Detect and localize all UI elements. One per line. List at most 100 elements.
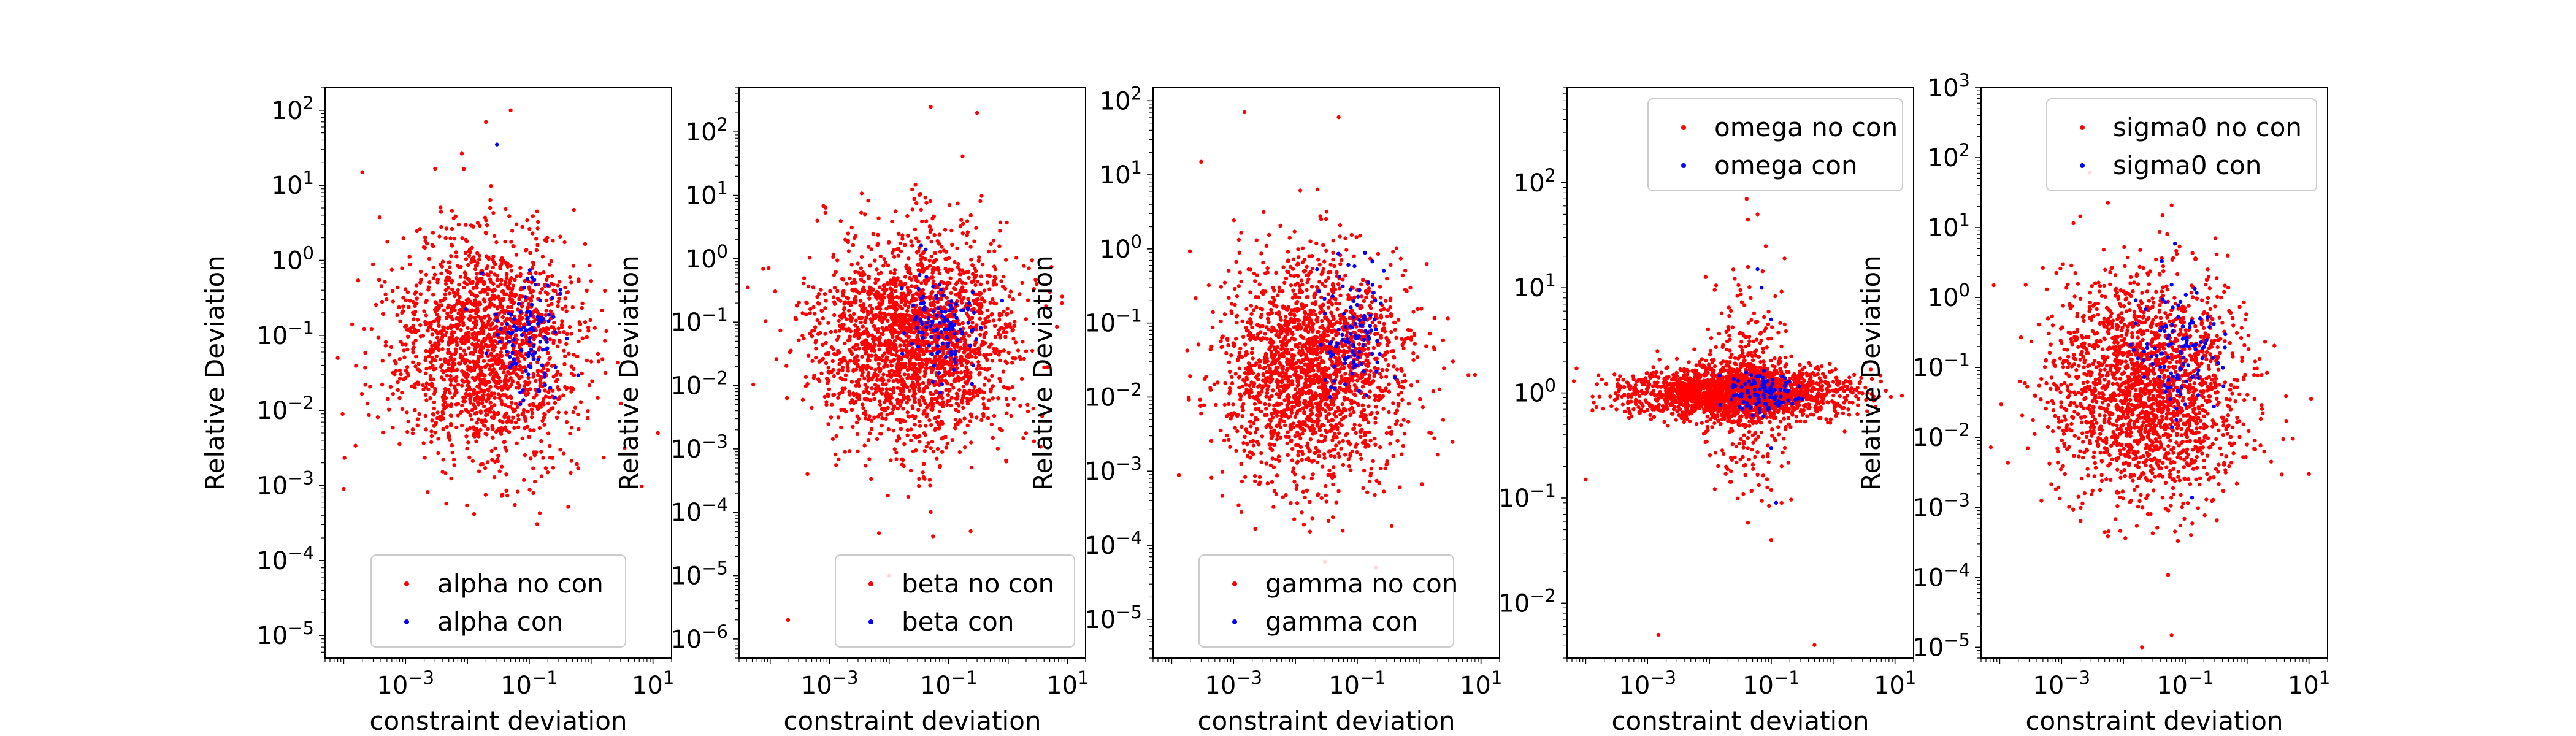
data-point xyxy=(855,432,860,436)
data-point xyxy=(503,413,507,417)
data-point xyxy=(491,258,495,262)
data-point xyxy=(363,383,367,387)
data-point xyxy=(910,284,914,288)
data-point xyxy=(954,407,958,412)
data-point xyxy=(493,403,497,407)
data-point xyxy=(815,218,819,223)
data-point xyxy=(1282,423,1287,427)
data-point xyxy=(819,359,823,363)
data-point xyxy=(551,282,556,287)
data-point xyxy=(933,251,937,255)
data-point xyxy=(894,307,899,312)
data-point xyxy=(941,400,946,404)
data-point xyxy=(467,316,471,321)
data-point xyxy=(863,306,867,310)
data-point xyxy=(421,387,426,391)
data-point xyxy=(930,319,935,323)
data-point xyxy=(379,284,384,288)
data-point xyxy=(527,268,532,272)
data-point xyxy=(1301,523,1306,527)
data-point xyxy=(969,440,973,445)
data-point xyxy=(546,401,551,405)
data-point xyxy=(447,388,451,392)
data-point xyxy=(869,477,873,481)
data-point xyxy=(553,289,558,293)
data-point xyxy=(899,389,903,393)
data-point xyxy=(872,415,876,420)
data-point xyxy=(935,382,940,386)
data-point xyxy=(892,255,897,259)
data-point xyxy=(915,379,920,383)
data-point xyxy=(974,226,978,230)
data-point xyxy=(836,396,840,400)
data-point xyxy=(477,390,481,394)
data-point xyxy=(475,272,479,276)
data-point xyxy=(524,334,528,339)
data-point xyxy=(449,402,453,407)
data-point xyxy=(464,239,469,243)
data-point xyxy=(443,236,448,240)
data-point xyxy=(494,312,498,316)
data-point xyxy=(893,303,897,307)
data-point xyxy=(913,416,917,420)
data-point xyxy=(566,505,570,509)
data-point xyxy=(427,366,432,370)
data-point xyxy=(564,420,569,424)
data-point xyxy=(547,395,551,400)
data-point xyxy=(400,266,404,270)
data-point xyxy=(978,311,982,315)
data-point xyxy=(456,316,461,321)
data-point xyxy=(532,337,536,342)
data-point xyxy=(891,312,895,317)
data-point xyxy=(789,348,793,353)
data-point xyxy=(1011,397,1016,401)
data-point xyxy=(486,396,491,401)
data-point xyxy=(583,320,588,324)
data-point xyxy=(900,457,904,461)
data-point xyxy=(447,291,452,296)
data-point xyxy=(497,340,502,344)
data-point xyxy=(439,357,443,362)
data-point xyxy=(436,451,440,456)
data-point xyxy=(940,450,945,454)
data-point xyxy=(937,349,941,354)
data-point xyxy=(487,380,491,385)
data-point xyxy=(847,389,851,394)
data-point xyxy=(456,382,461,387)
data-point xyxy=(863,212,867,217)
data-point xyxy=(774,357,779,361)
data-point xyxy=(913,227,918,232)
data-point xyxy=(902,331,907,335)
data-point xyxy=(473,360,478,364)
data-point xyxy=(398,319,402,323)
data-point xyxy=(989,352,993,356)
data-point xyxy=(1000,298,1005,303)
data-point xyxy=(910,377,914,381)
data-point xyxy=(411,350,415,355)
data-point xyxy=(830,359,835,363)
data-point xyxy=(866,370,871,375)
data-point xyxy=(811,285,816,289)
data-point xyxy=(937,242,941,246)
data-point xyxy=(873,371,877,376)
data-point xyxy=(932,232,937,237)
data-point xyxy=(960,280,965,285)
data-point xyxy=(1006,386,1011,391)
data-point xyxy=(475,261,480,266)
data-point xyxy=(1022,264,1026,268)
data-point xyxy=(946,283,950,287)
data-point xyxy=(944,445,949,450)
data-point xyxy=(854,318,858,323)
data-point xyxy=(502,370,506,375)
data-point xyxy=(433,300,438,304)
data-point xyxy=(931,534,935,539)
data-point xyxy=(504,472,508,477)
data-point xyxy=(551,338,556,343)
data-point xyxy=(554,372,559,377)
data-point xyxy=(900,286,904,291)
data-point xyxy=(993,335,998,339)
data-point xyxy=(531,343,536,348)
data-point xyxy=(937,271,941,275)
data-point xyxy=(977,291,982,295)
data-point xyxy=(938,250,943,254)
